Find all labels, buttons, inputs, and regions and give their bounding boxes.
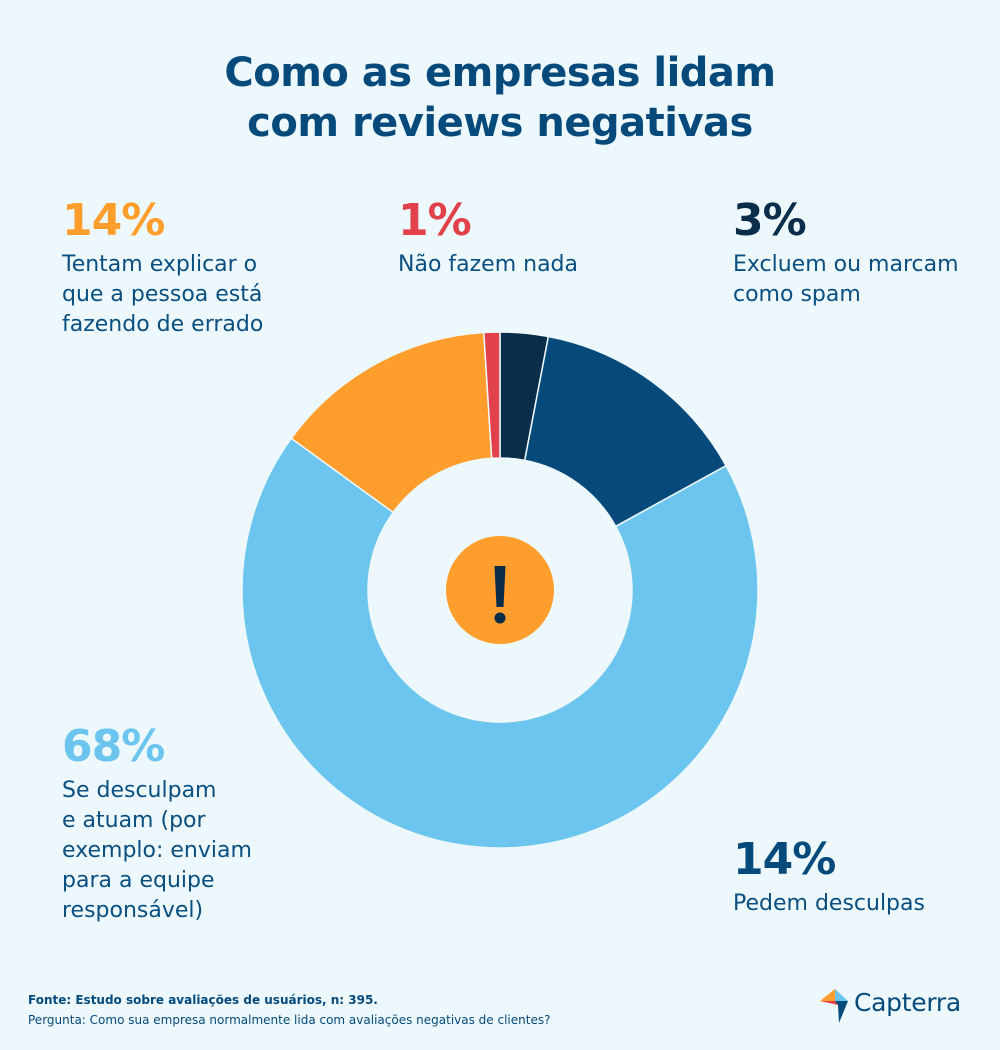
title-line-1: Como as empresas lidam: [224, 50, 776, 96]
callout-pct: 1%: [398, 195, 472, 246]
callout-desc: Não fazem nada: [398, 250, 578, 280]
callout-line: responsável): [62, 898, 204, 923]
callout-pct: 14%: [62, 195, 165, 246]
callout-se-desculpam-atuam: 68% Se desculpam e atuam (por exemplo: e…: [62, 722, 252, 926]
callout-line: Pedem desculpas: [733, 891, 925, 916]
callout-line: como spam: [733, 282, 861, 307]
donut-slice-2: [241, 437, 759, 849]
footer: Fonte: Estudo sobre avaliações de usuári…: [28, 990, 550, 1030]
callout-line: que a pessoa está: [62, 282, 263, 307]
callout-line: Se desculpam: [62, 778, 217, 803]
donut-slice-4: [483, 331, 501, 460]
donut-slices: [241, 331, 759, 849]
logo-text: Capterra: [854, 988, 961, 1017]
callout-pedem-desculpas: 14% Pedem desculpas: [733, 835, 925, 919]
callout-line: fazendo de errado: [62, 312, 264, 337]
callout-line: Tentam explicar o: [62, 252, 258, 277]
title-line-2: com reviews negativas: [247, 100, 753, 146]
callout-desc: Pedem desculpas: [733, 889, 925, 919]
footer-source: Fonte: Estudo sobre avaliações de usuári…: [28, 993, 378, 1007]
callout-line: exemplo: enviam: [62, 838, 252, 863]
callout-line: Não fazem nada: [398, 252, 578, 277]
footer-question: Pergunta: Como sua empresa normalmente l…: [28, 1013, 551, 1027]
callout-excluem-spam: 3% Excluem ou marcam como spam: [733, 196, 959, 310]
callout-pct: 3%: [733, 195, 807, 246]
callout-nao-fazem-nada: 1% Não fazem nada: [398, 196, 578, 280]
callout-desc: Tentam explicar o que a pessoa está faze…: [62, 250, 263, 340]
callout-line: e atuam (por: [62, 808, 206, 833]
callout-pct: 68%: [62, 721, 165, 772]
capterra-logo[interactable]: Capterra: [818, 986, 978, 1026]
chart-title: Como as empresas lidam com reviews negat…: [0, 48, 1000, 148]
callout-pct: 14%: [733, 834, 836, 885]
callout-line: para a equipe: [62, 868, 215, 893]
capterra-arrow-icon: [820, 989, 848, 1023]
callout-line: Excluem ou marcam: [733, 252, 959, 277]
callout-tentam-explicar: 14% Tentam explicar o que a pessoa está …: [62, 196, 263, 340]
callout-desc: Excluem ou marcam como spam: [733, 250, 959, 310]
callout-desc: Se desculpam e atuam (por exemplo: envia…: [62, 776, 252, 926]
exclamation-icon: [494, 566, 506, 624]
